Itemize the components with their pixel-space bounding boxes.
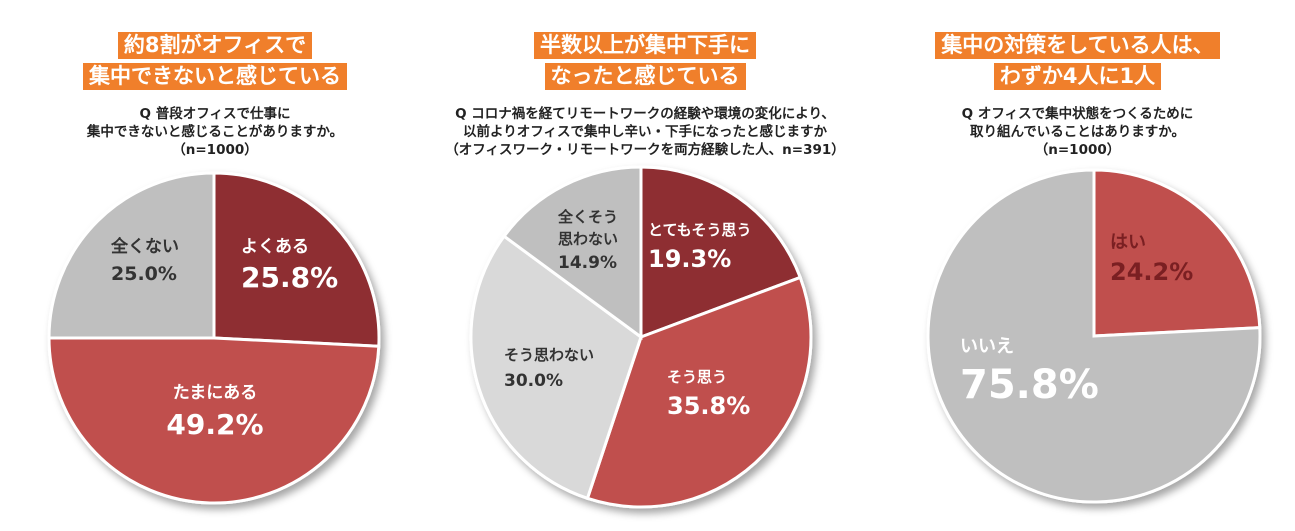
chart-panel-3: 集中の対策をしている人は、 わずか4人に1人 Q オフィスで集中状態をつくるため… bbox=[860, 0, 1295, 531]
slice-value-label: 14.9% bbox=[558, 253, 617, 273]
pie-slices bbox=[926, 168, 1262, 504]
question-line: 以前よりオフィスで集中し辛い・下手になったと感じますか bbox=[463, 124, 827, 140]
slice-value-label: 75.8% bbox=[960, 362, 1099, 408]
pie-chart-1: よくある 25.8% たまにある 49.2% 全くない 25.0% bbox=[47, 171, 381, 505]
slice-value-label: 19.3% bbox=[648, 245, 731, 273]
question-line: Q オフィスで集中状態をつくるために bbox=[961, 106, 1194, 122]
pie-slice-3 bbox=[469, 234, 643, 501]
question-line: （n=1000） bbox=[172, 142, 258, 158]
question-line: Q コロナ禍を経てリモートワークの経験や環境の変化により、 bbox=[455, 106, 835, 122]
slice-category-label: そう思う bbox=[667, 368, 727, 386]
pie-slice-1 bbox=[212, 171, 381, 348]
pie-slice-2 bbox=[47, 336, 381, 505]
question-line: （n=1000） bbox=[1034, 142, 1121, 158]
pie-slice-2 bbox=[585, 275, 813, 509]
question-3: Q オフィスで集中状態をつくるために 取り組んでいることはありますか。 （n=1… bbox=[860, 105, 1295, 159]
question-line: Q 普段オフィスで仕事に bbox=[139, 106, 291, 122]
slice-category-label: たまにある bbox=[173, 383, 258, 403]
pie-slice-4 bbox=[501, 165, 643, 340]
pie-slices bbox=[469, 165, 813, 509]
slice-category-label: 全くない bbox=[110, 236, 179, 257]
slice-category-label: はい bbox=[1110, 232, 1146, 253]
pie-slice-3 bbox=[47, 171, 216, 340]
headline-line: なったと感じている bbox=[544, 63, 746, 90]
slice-value-label: 35.8% bbox=[667, 392, 750, 420]
pie-slice-1 bbox=[1092, 168, 1262, 338]
headline-line: 集中できないと感じている bbox=[83, 63, 347, 90]
headline-line: わずか4人に1人 bbox=[993, 63, 1162, 90]
slice-category-label: 思わない bbox=[558, 230, 618, 248]
headline-1: 約8割がオフィスで 集中できないと感じている bbox=[0, 32, 430, 94]
question-line: （オフィスワーク・リモートワークを両方経験した人、n=391） bbox=[445, 142, 845, 158]
pie-chart-2: とてもそう思う 19.3% そう思う 35.8% そう思わない 30.0% 全くそう思わない… bbox=[469, 165, 813, 509]
slice-category-label: とてもそう思う bbox=[648, 221, 752, 239]
headline-line: 半数以上が集中下手に bbox=[534, 32, 756, 59]
chart-panel-2: 半数以上が集中下手に なったと感じている Q コロナ禍を経てリモートワークの経験… bbox=[430, 0, 860, 531]
question-1: Q 普段オフィスで仕事に 集中できないと感じることがありますか。 （n=1000… bbox=[0, 105, 430, 159]
slice-value-label: 25.8% bbox=[241, 261, 338, 294]
slice-value-label: 49.2% bbox=[166, 408, 263, 441]
headline-line: 約8割がオフィスで bbox=[117, 32, 313, 59]
question-line: 取り組んでいることはありますか。 bbox=[969, 124, 1186, 140]
pie-slice-2 bbox=[926, 168, 1262, 504]
headline-2: 半数以上が集中下手に なったと感じている bbox=[430, 32, 860, 94]
slice-value-label: 30.0% bbox=[504, 371, 563, 391]
pie-slices bbox=[47, 171, 381, 505]
slice-value-label: 25.0% bbox=[111, 263, 177, 285]
chart-panel-1: 約8割がオフィスで 集中できないと感じている Q 普段オフィスで仕事に 集中でき… bbox=[0, 0, 430, 531]
slice-category-label: 全くそう bbox=[557, 208, 618, 226]
pie-chart-3: はい 24.2% いいえ 75.8% bbox=[926, 168, 1262, 504]
headline-line: 集中の対策をしている人は、 bbox=[935, 32, 1220, 59]
slice-value-label: 24.2% bbox=[1110, 258, 1193, 286]
pie-slice-1 bbox=[639, 165, 803, 340]
headline-3: 集中の対策をしている人は、 わずか4人に1人 bbox=[860, 32, 1295, 94]
slice-category-label: よくある bbox=[241, 237, 309, 257]
question-2: Q コロナ禍を経てリモートワークの経験や環境の変化により、 以前よりオフィスで集… bbox=[430, 105, 860, 159]
slice-category-label: そう思わない bbox=[504, 346, 594, 364]
slice-category-label: いいえ bbox=[960, 336, 1014, 357]
question-line: 集中できないと感じることがありますか。 bbox=[86, 124, 344, 140]
